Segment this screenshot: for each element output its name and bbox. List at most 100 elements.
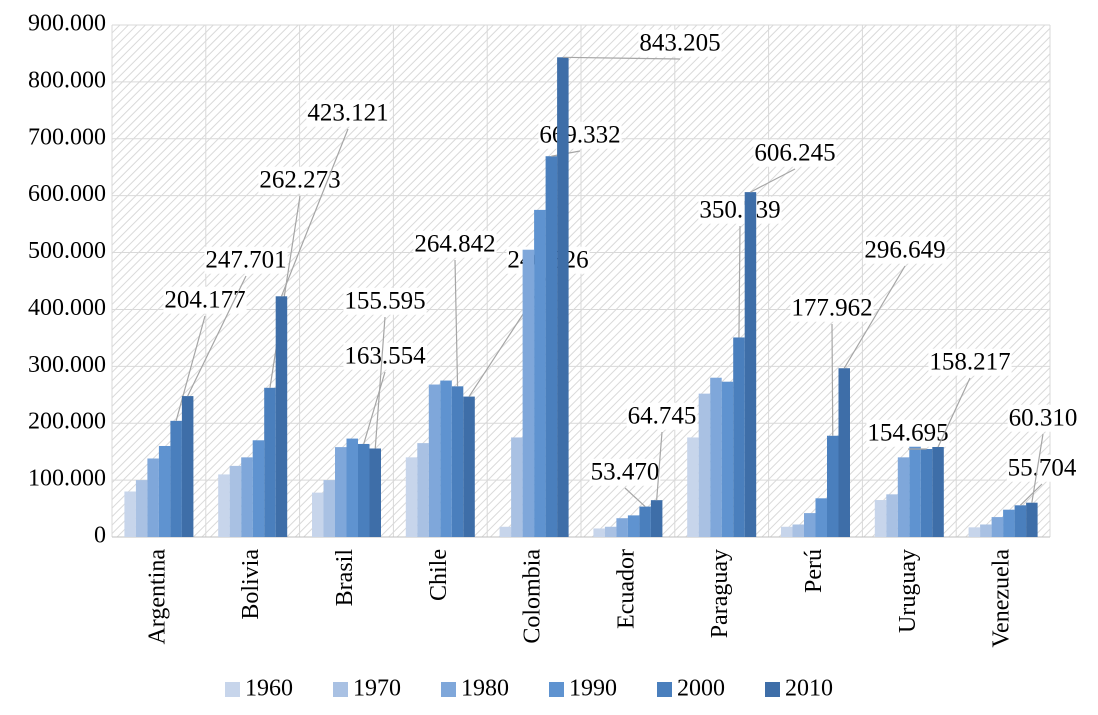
x-tick-label: Bolivia	[238, 549, 264, 620]
x-tick-label: Uruguay	[895, 549, 921, 633]
leader-line	[750, 168, 796, 193]
legend-label: 1980	[461, 676, 509, 702]
bar	[545, 156, 558, 537]
leader-line	[831, 323, 834, 436]
legend-label: 2010	[785, 676, 833, 702]
bar	[499, 526, 512, 537]
data-label: 606.245	[754, 140, 835, 167]
bar	[920, 448, 933, 537]
data-label: 55.704	[1008, 455, 1077, 482]
bar	[275, 296, 288, 537]
data-label: 204.177	[164, 287, 245, 314]
bar	[710, 377, 722, 537]
bar	[886, 494, 898, 537]
label-bg	[413, 230, 497, 258]
leader-line	[280, 128, 349, 297]
data-label: 296.649	[864, 237, 945, 264]
y-tick-label: 0	[94, 523, 106, 549]
leader-line	[562, 56, 681, 60]
bar	[721, 381, 734, 537]
bar	[312, 492, 324, 537]
y-tick-label: 600.000	[28, 181, 106, 207]
leader-line	[656, 431, 663, 501]
bar	[218, 474, 230, 537]
label-bg	[928, 348, 1012, 376]
bar	[241, 457, 253, 537]
data-label: 262.273	[259, 167, 340, 194]
x-tick-label: Colombia	[520, 549, 546, 644]
label-bg	[863, 236, 947, 264]
bar	[440, 380, 452, 537]
bar	[968, 527, 981, 537]
bar	[147, 458, 159, 537]
leader-line	[269, 195, 301, 388]
legend-label: 1960	[245, 676, 293, 702]
label-bg	[589, 458, 661, 486]
leader-line	[738, 225, 741, 338]
bar	[335, 447, 347, 537]
bar	[804, 513, 816, 537]
label-bg	[1007, 404, 1079, 432]
x-tick-label: Argentina	[144, 549, 170, 645]
data-label: 53.470	[591, 459, 660, 486]
x-tick-label: Brasil	[332, 549, 358, 607]
bar	[909, 444, 921, 537]
label-bg	[343, 342, 428, 370]
x-tick-label: Ecuador	[613, 549, 639, 629]
label-bg	[626, 402, 698, 430]
bar	[428, 384, 441, 537]
label-bg	[753, 139, 837, 167]
bar	[135, 480, 148, 537]
label-bg	[204, 246, 288, 274]
bar	[627, 515, 640, 537]
x-tick-label: Paraguay	[707, 549, 733, 638]
bar	[264, 387, 276, 537]
bar	[733, 337, 745, 537]
label-bg	[343, 287, 427, 315]
label-bg	[866, 419, 950, 447]
bar	[1026, 502, 1038, 537]
bar	[991, 517, 1004, 537]
leader-line	[1031, 433, 1044, 503]
bar	[170, 420, 182, 537]
bar	[698, 393, 711, 537]
bar	[557, 57, 569, 537]
bar	[838, 368, 850, 537]
bar	[451, 386, 464, 537]
data-label: 264.842	[414, 231, 495, 258]
data-label: 158.217	[929, 349, 1010, 376]
bar	[639, 506, 651, 537]
legend-label: 1990	[569, 676, 617, 702]
bar	[687, 437, 699, 537]
bar	[827, 435, 839, 537]
bar	[874, 500, 887, 537]
bar	[511, 437, 523, 537]
label-bg	[538, 121, 622, 149]
data-label: 350.739	[699, 197, 780, 224]
bar	[650, 500, 663, 537]
bar	[604, 526, 617, 537]
bar	[124, 491, 136, 537]
bar	[1014, 505, 1027, 537]
bar	[744, 192, 757, 537]
leader-line	[454, 259, 459, 387]
label-bg	[698, 196, 782, 224]
leader-line	[363, 371, 386, 445]
data-label: 177.962	[791, 295, 872, 322]
bar	[534, 209, 546, 537]
bar	[897, 457, 910, 537]
bar	[792, 524, 804, 537]
data-label: 163.554	[344, 343, 426, 370]
label-bg	[163, 286, 247, 314]
y-tick-label: 400.000	[28, 295, 106, 321]
y-tick-label: 300.000	[28, 352, 106, 378]
leader-line	[624, 487, 646, 508]
legend-label: 1970	[353, 676, 401, 702]
bar	[463, 396, 475, 537]
bar	[158, 445, 171, 537]
y-tick-label: 800.000	[28, 67, 106, 93]
label-bg	[1006, 454, 1078, 482]
bar	[346, 438, 358, 537]
leader-line	[187, 275, 247, 397]
